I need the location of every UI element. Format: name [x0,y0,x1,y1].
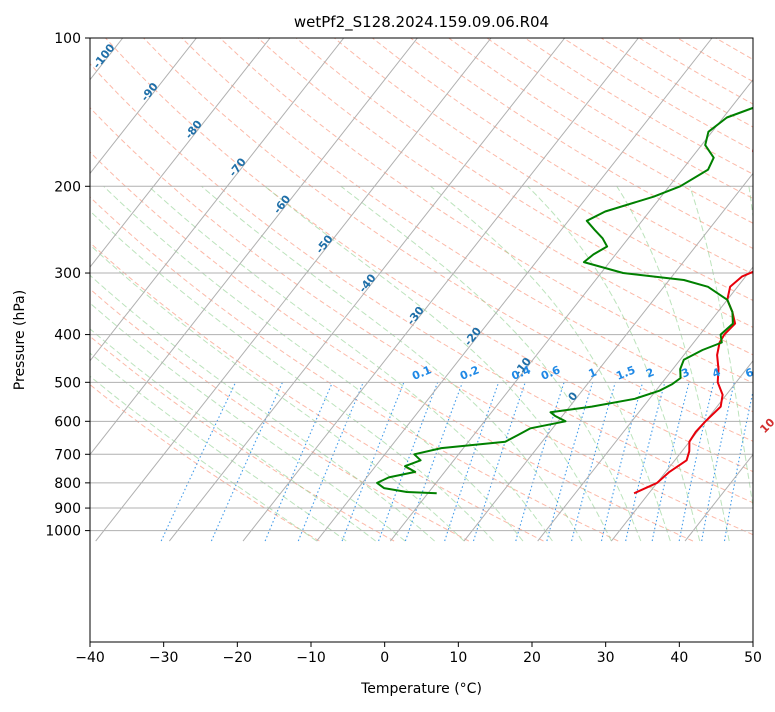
x-tick-label: −20 [223,650,253,666]
x-tick-label: 0 [380,650,389,666]
y-tick-label: 700 [54,447,81,463]
y-tick-label: 1000 [45,524,81,540]
y-tick-label: 200 [54,179,81,195]
x-tick-label: −10 [296,650,326,666]
y-tick-label: 500 [54,375,81,391]
y-axis-label: Pressure (hPa) [12,290,28,390]
x-tick-label: −30 [149,650,179,666]
chart-title: wetPf2_S128.2024.159.09.06.R04 [294,13,549,32]
y-tick-label: 800 [54,476,81,492]
x-axis-label: Temperature (°C) [360,681,482,697]
x-tick-label: 50 [744,650,762,666]
y-tick-label: 300 [54,266,81,282]
y-tick-label: 900 [54,501,81,517]
x-tick-label: 40 [670,650,688,666]
y-tick-label: 600 [54,414,81,430]
x-tick-label: 10 [449,650,467,666]
x-tick-label: 20 [523,650,541,666]
y-tick-label: 400 [54,328,81,344]
x-tick-label: −40 [75,650,105,666]
y-tick-label: 100 [54,31,81,47]
x-tick-label: 30 [597,650,615,666]
